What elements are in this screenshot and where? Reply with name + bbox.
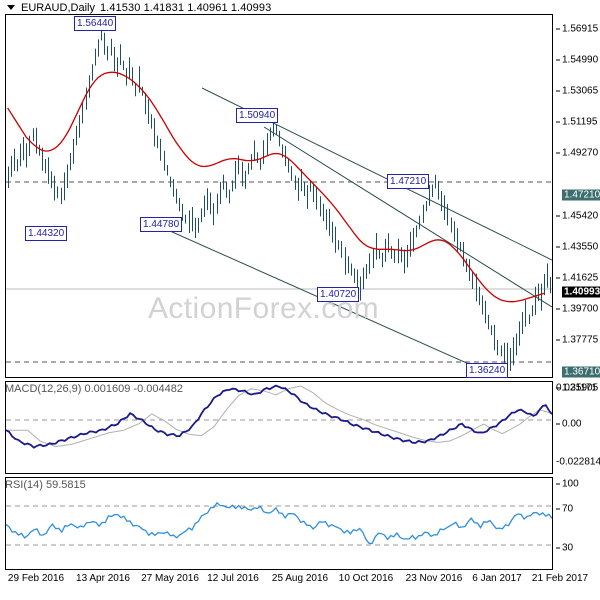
ytick-137775: 1.37775 <box>556 335 598 346</box>
macd-panel[interactable] <box>5 381 553 474</box>
ytick-153065: 1.53065 <box>556 86 598 97</box>
ytick-149270: 1.49270 <box>556 148 598 159</box>
macd-canvas <box>6 382 552 473</box>
triangle-down-icon[interactable] <box>7 5 15 10</box>
macd-ytick-min: -0.022814 <box>556 456 600 468</box>
macd-main-line <box>6 384 552 449</box>
rsi-title: RSI(14) 59.5815 <box>5 479 86 491</box>
xtick-3: 12 Jul 2016 <box>207 573 259 584</box>
ytick-136710-highlight: 1.36710 <box>562 366 600 378</box>
callout-144780: 1.44780 <box>140 217 183 232</box>
ytick-139700: 1.39700 <box>556 304 598 315</box>
price-chart-panel[interactable] <box>5 14 553 378</box>
xtick-7: 6 Jan 2017 <box>472 573 522 584</box>
xtick-8: 21 Feb 2017 <box>531 573 589 584</box>
ytick-145420: 1.45420 <box>556 211 598 222</box>
callout-150940: 1.50940 <box>236 108 279 123</box>
trendline-secondary <box>263 126 552 308</box>
current-price-tag: 1.40993 <box>562 286 600 298</box>
price-y-axis: 1.56915 1.54990 1.53065 1.51195 1.49270 … <box>556 14 600 394</box>
callout-136240: 1.36240 <box>466 363 509 378</box>
xtick-6: 23 Nov 2016 <box>405 573 463 584</box>
callout-147210: 1.47210 <box>387 174 430 189</box>
macd-ytick-zero: 0.00 <box>556 419 581 430</box>
callout-140720: 1.40720 <box>317 287 360 302</box>
symbol-header: EURAUD,Daily 1.41530 1.41831 1.40961 1.4… <box>7 1 271 14</box>
rsi-ytick-100: 100 <box>556 479 579 490</box>
rsi-svg <box>6 501 552 546</box>
moving-average-line <box>7 71 545 303</box>
ytick-147210-highlight: 1.47210 <box>562 189 600 201</box>
macd-y-axis: 0.021171 0.00 -0.022814 <box>556 381 600 474</box>
macd-title: MACD(12,26,9) 0.001609 -0.004482 <box>5 383 183 395</box>
rsi-panel[interactable] <box>5 477 553 570</box>
ohlc-values: 1.41530 1.41831 1.40961 1.40993 <box>99 1 272 14</box>
macd-signal-line <box>6 385 552 448</box>
x-axis: 29 Feb 2016 13 Apr 2016 27 May 2016 12 J… <box>0 571 600 591</box>
xtick-2: 27 May 2016 <box>141 573 199 584</box>
xtick-5: 10 Oct 2016 <box>338 573 394 584</box>
callout-156440: 1.56440 <box>74 16 117 31</box>
macd-ytick-max: 0.021171 <box>556 382 597 394</box>
ytick-135905: 1.35905 <box>556 383 598 394</box>
rsi-canvas <box>6 478 552 569</box>
ytick-141625: 1.41625 <box>556 273 598 284</box>
rsi-y-axis: 100 70 30 <box>556 477 600 570</box>
ytick-154990: 1.54990 <box>556 55 598 66</box>
symbol-label: EURAUD,Daily <box>21 1 95 14</box>
callout-144320: 1.44320 <box>25 226 68 241</box>
ytick-151195: 1.51195 <box>556 117 597 128</box>
rsi-line <box>6 501 552 545</box>
xtick-4: 25 Aug 2016 <box>271 573 329 584</box>
macd-svg <box>6 384 552 449</box>
ytick-143550: 1.43550 <box>556 242 598 253</box>
ytick-156915: 1.56915 <box>556 24 598 35</box>
rsi-ytick-70: 70 <box>556 504 573 515</box>
xtick-1: 13 Apr 2016 <box>76 573 130 584</box>
rsi-ytick-30: 30 <box>556 543 573 554</box>
xtick-0: 29 Feb 2016 <box>7 573 65 584</box>
